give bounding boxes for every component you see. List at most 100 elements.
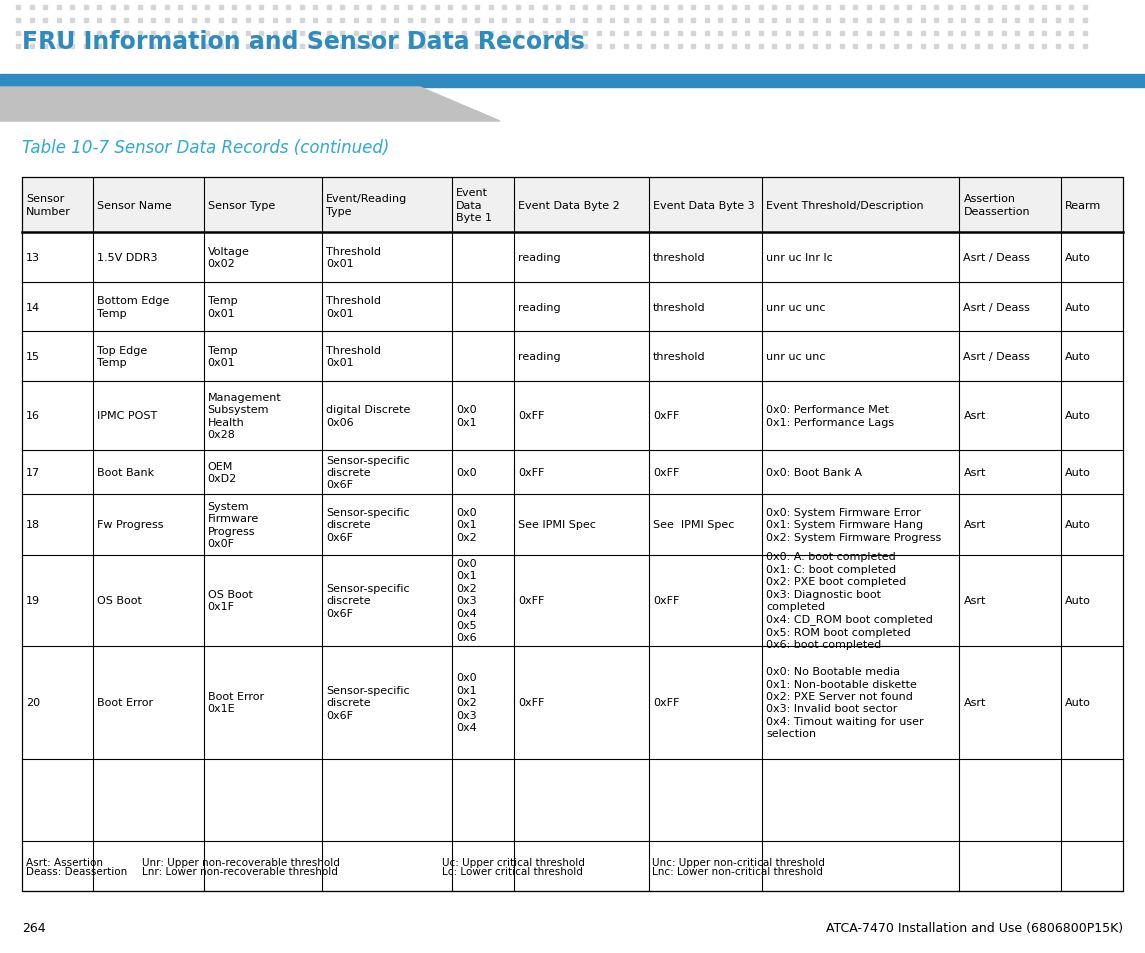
Text: 1.5V DDR3: 1.5V DDR3 xyxy=(97,253,158,263)
Text: Temp
0x01: Temp 0x01 xyxy=(207,296,237,318)
Text: Event Data Byte 2: Event Data Byte 2 xyxy=(518,200,619,211)
Text: Auto: Auto xyxy=(1065,698,1091,707)
Text: System
Firmware
Progress
0x0F: System Firmware Progress 0x0F xyxy=(207,501,259,548)
Text: Deass: Deassertion: Deass: Deassertion xyxy=(26,865,127,876)
Text: 0x0: Performance Met
0x1: Performance Lags: 0x0: Performance Met 0x1: Performance La… xyxy=(766,405,894,427)
Text: reading: reading xyxy=(518,302,560,313)
Text: Boot Bank: Boot Bank xyxy=(97,468,155,477)
Text: threshold: threshold xyxy=(653,253,705,263)
Text: 0xFF: 0xFF xyxy=(518,698,544,707)
Text: Sensor
Number: Sensor Number xyxy=(26,194,71,216)
Bar xyxy=(22,178,1123,233)
Text: 18: 18 xyxy=(26,519,40,530)
Text: 0x0
0x1: 0x0 0x1 xyxy=(456,405,476,427)
Text: 13: 13 xyxy=(26,253,40,263)
Text: 0xFF: 0xFF xyxy=(653,698,680,707)
Text: Event
Data
Byte 1: Event Data Byte 1 xyxy=(456,188,492,223)
Text: Temp
0x01: Temp 0x01 xyxy=(207,346,237,368)
Text: Bottom Edge
Temp: Bottom Edge Temp xyxy=(97,296,169,318)
Text: Table 10-7 Sensor Data Records (continued): Table 10-7 Sensor Data Records (continue… xyxy=(22,139,389,157)
Text: 14: 14 xyxy=(26,302,40,313)
Text: Event Data Byte 3: Event Data Byte 3 xyxy=(653,200,755,211)
Text: Sensor-specific
discrete
0x6F: Sensor-specific discrete 0x6F xyxy=(326,583,410,618)
Text: 15: 15 xyxy=(26,352,40,362)
Text: Boot Error: Boot Error xyxy=(97,698,153,707)
Text: 16: 16 xyxy=(26,411,40,421)
Text: unr uc unc: unr uc unc xyxy=(766,352,826,362)
Text: ATCA-7470 Installation and Use (6806800P15K): ATCA-7470 Installation and Use (6806800P… xyxy=(826,922,1123,935)
Text: 0xFF: 0xFF xyxy=(518,468,544,477)
Text: digital Discrete
0x06: digital Discrete 0x06 xyxy=(326,405,410,427)
Text: Asrt: Asrt xyxy=(963,468,986,477)
Text: Asrt / Deass: Asrt / Deass xyxy=(963,253,1030,263)
Text: 0x0: System Firmware Error
0x1: System Firmware Hang
0x2: System Firmware Progre: 0x0: System Firmware Error 0x1: System F… xyxy=(766,507,941,542)
Text: Event/Reading
Type: Event/Reading Type xyxy=(326,194,408,216)
Text: OEM
0xD2: OEM 0xD2 xyxy=(207,461,237,484)
Text: Threshold
0x01: Threshold 0x01 xyxy=(326,247,381,269)
Text: Event Threshold/Description: Event Threshold/Description xyxy=(766,200,924,211)
Text: IPMC POST: IPMC POST xyxy=(97,411,157,421)
Text: Asrt / Deass: Asrt / Deass xyxy=(963,352,1030,362)
Text: Fw Progress: Fw Progress xyxy=(97,519,164,530)
Text: Top Edge
Temp: Top Edge Temp xyxy=(97,346,148,368)
Text: Unr: Upper non-recoverable threshold: Unr: Upper non-recoverable threshold xyxy=(142,857,340,867)
Text: Auto: Auto xyxy=(1065,468,1091,477)
Text: Threshold
0x01: Threshold 0x01 xyxy=(326,296,381,318)
Text: 0xFF: 0xFF xyxy=(653,596,680,605)
Text: 0x0: Boot Bank A: 0x0: Boot Bank A xyxy=(766,468,862,477)
Text: Asrt: Assertion: Asrt: Assertion xyxy=(26,857,103,867)
Text: 0x0: 0x0 xyxy=(456,468,476,477)
Text: See  IPMI Spec: See IPMI Spec xyxy=(653,519,735,530)
Text: reading: reading xyxy=(518,352,560,362)
Text: 0xFF: 0xFF xyxy=(653,468,680,477)
Text: Asrt: Asrt xyxy=(963,519,986,530)
Text: Auto: Auto xyxy=(1065,302,1091,313)
Polygon shape xyxy=(0,88,500,122)
Text: Unc: Upper non-critical threshold: Unc: Upper non-critical threshold xyxy=(652,857,824,867)
Text: OS Boot: OS Boot xyxy=(97,596,142,605)
Text: unr uc unc: unr uc unc xyxy=(766,302,826,313)
Text: Auto: Auto xyxy=(1065,352,1091,362)
Text: 0x0
0x1
0x2
0x3
0x4: 0x0 0x1 0x2 0x3 0x4 xyxy=(456,673,476,732)
Text: 0x0: A: boot completed
0x1: C: boot completed
0x2: PXE boot completed
0x3: Diagn: 0x0: A: boot completed 0x1: C: boot comp… xyxy=(766,552,933,649)
Text: Lc: Lower critical threshold: Lc: Lower critical threshold xyxy=(442,865,583,876)
Text: Asrt: Asrt xyxy=(963,596,986,605)
Text: Auto: Auto xyxy=(1065,596,1091,605)
Text: Asrt: Asrt xyxy=(963,698,986,707)
Text: Auto: Auto xyxy=(1065,253,1091,263)
Text: 264: 264 xyxy=(22,922,46,935)
Text: 19: 19 xyxy=(26,596,40,605)
Text: Sensor-specific
discrete
0x6F: Sensor-specific discrete 0x6F xyxy=(326,456,410,490)
Text: Sensor-specific
discrete
0x6F: Sensor-specific discrete 0x6F xyxy=(326,685,410,720)
Text: Uc: Upper critical threshold: Uc: Upper critical threshold xyxy=(442,857,585,867)
Text: threshold: threshold xyxy=(653,302,705,313)
Text: 0xFF: 0xFF xyxy=(518,411,544,421)
Text: 0x0
0x1
0x2
0x3
0x4
0x5
0x6: 0x0 0x1 0x2 0x3 0x4 0x5 0x6 xyxy=(456,558,476,642)
Text: 20: 20 xyxy=(26,698,40,707)
Text: OS Boot
0x1F: OS Boot 0x1F xyxy=(207,589,253,612)
Text: Asrt: Asrt xyxy=(963,411,986,421)
Text: Sensor-specific
discrete
0x6F: Sensor-specific discrete 0x6F xyxy=(326,507,410,542)
Bar xyxy=(0,75,1145,88)
Text: Auto: Auto xyxy=(1065,411,1091,421)
Bar xyxy=(22,178,1123,891)
Text: Lnr: Lower non-recoverable threshold: Lnr: Lower non-recoverable threshold xyxy=(142,865,338,876)
Text: Auto: Auto xyxy=(1065,519,1091,530)
Text: 0xFF: 0xFF xyxy=(518,596,544,605)
Text: 0x0: No Bootable media
0x1: Non-bootable diskette
0x2: PXE Server not found
0x3:: 0x0: No Bootable media 0x1: Non-bootable… xyxy=(766,666,924,739)
Text: Boot Error
0x1E: Boot Error 0x1E xyxy=(207,691,263,714)
Text: Lnc: Lower non-critical threshold: Lnc: Lower non-critical threshold xyxy=(652,865,823,876)
Text: FRU Information and Sensor Data Records: FRU Information and Sensor Data Records xyxy=(22,30,585,54)
Text: Management
Subsystem
Health
0x28: Management Subsystem Health 0x28 xyxy=(207,393,282,439)
Text: threshold: threshold xyxy=(653,352,705,362)
Text: unr uc lnr lc: unr uc lnr lc xyxy=(766,253,832,263)
Text: 0xFF: 0xFF xyxy=(653,411,680,421)
Text: Sensor Name: Sensor Name xyxy=(97,200,172,211)
Text: Asrt / Deass: Asrt / Deass xyxy=(963,302,1030,313)
Text: reading: reading xyxy=(518,253,560,263)
Text: Assertion
Deassertion: Assertion Deassertion xyxy=(963,194,1030,216)
Text: 0x0
0x1
0x2: 0x0 0x1 0x2 xyxy=(456,507,476,542)
Text: Rearm: Rearm xyxy=(1065,200,1101,211)
Text: See IPMI Spec: See IPMI Spec xyxy=(518,519,595,530)
Text: Sensor Type: Sensor Type xyxy=(207,200,275,211)
